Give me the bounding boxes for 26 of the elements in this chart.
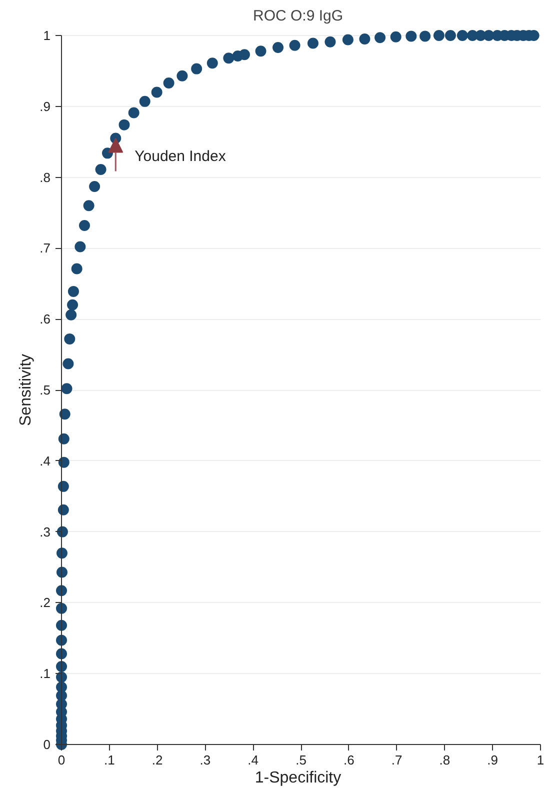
- chart-title: ROC O:9 IgG: [252, 8, 344, 24]
- y-tick-label: .7: [40, 240, 50, 256]
- y-axis-title: Sensitivity: [18, 354, 35, 426]
- x-tick-label: .3: [200, 752, 211, 768]
- x-tick-label: .8: [439, 752, 450, 768]
- annotation: Youden Index: [134, 148, 226, 165]
- y-tick-label: 0: [43, 737, 51, 752]
- y-tick-label: .8: [40, 170, 50, 185]
- x-tick-label: 1: [536, 752, 544, 768]
- y-tick-label: .2: [40, 595, 50, 610]
- x-tick-label: .2: [152, 752, 163, 768]
- y-tick-label: 1: [43, 28, 51, 43]
- y-tick-label: .5: [40, 382, 50, 398]
- y-tick-label: .3: [40, 524, 50, 540]
- x-tick-label: 0: [58, 752, 66, 768]
- x-tick-label: .1: [104, 752, 115, 768]
- y-tick-label: .1: [40, 666, 50, 682]
- x-tick-label: .4: [248, 752, 259, 768]
- y-tick-label: .9: [40, 98, 50, 114]
- y-tick-label: .4: [40, 453, 50, 468]
- x-tick-label: .6: [343, 752, 354, 768]
- x-axis-title: 1-Specificity: [254, 770, 342, 786]
- x-tick-label: .7: [391, 752, 402, 768]
- x-tick-label: .5: [296, 752, 306, 768]
- x-tick-label: .9: [487, 752, 498, 768]
- y-tick-label: .6: [40, 312, 50, 327]
